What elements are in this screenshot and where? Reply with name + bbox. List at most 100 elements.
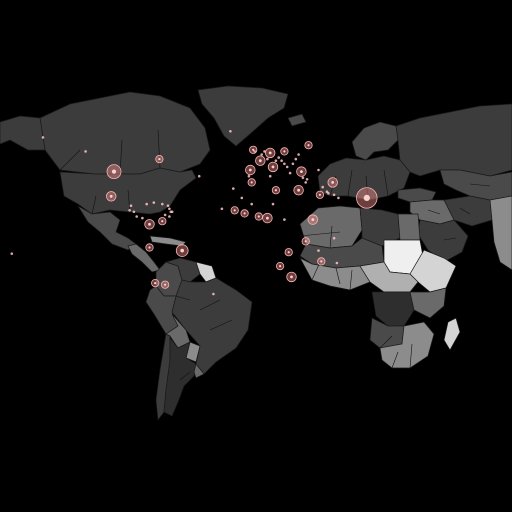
bubble-marker-28[interactable] bbox=[301, 237, 310, 246]
location-dot-32[interactable] bbox=[304, 181, 308, 184]
location-dot-39[interactable] bbox=[337, 196, 340, 200]
location-dot-13[interactable] bbox=[170, 210, 174, 214]
bubble-marker-9[interactable] bbox=[267, 161, 279, 173]
location-dot-42[interactable] bbox=[232, 187, 235, 190]
bubble-marker-3[interactable] bbox=[175, 244, 189, 257]
location-dot-41[interactable] bbox=[268, 174, 272, 178]
location-dot-7[interactable] bbox=[128, 209, 131, 212]
region-egypt[interactable] bbox=[397, 213, 421, 241]
location-dot-38[interactable] bbox=[332, 193, 336, 197]
location-dot-31[interactable] bbox=[301, 176, 305, 180]
location-dot-21[interactable] bbox=[266, 157, 269, 161]
location-dot-0[interactable] bbox=[166, 204, 170, 207]
bubble-marker-19[interactable] bbox=[286, 271, 297, 283]
location-dot-52[interactable] bbox=[283, 218, 286, 221]
bubble-marker-27[interactable] bbox=[284, 248, 293, 257]
bubble-marker-20[interactable] bbox=[307, 214, 319, 225]
location-dot-29[interactable] bbox=[294, 157, 298, 161]
bubble-marker-12[interactable] bbox=[249, 145, 258, 154]
location-dot-45[interactable] bbox=[335, 261, 339, 265]
bubble-marker-21[interactable] bbox=[356, 187, 378, 209]
bubble-marker-2[interactable] bbox=[144, 219, 155, 230]
bubble-marker-10[interactable] bbox=[245, 164, 256, 176]
location-dot-1[interactable] bbox=[168, 207, 171, 211]
bubble-marker-0[interactable] bbox=[106, 164, 122, 180]
location-dot-35[interactable] bbox=[321, 185, 325, 189]
location-dot-4[interactable] bbox=[152, 201, 156, 204]
region-south-asia[interactable] bbox=[489, 195, 512, 271]
region-scandinavia[interactable] bbox=[351, 121, 399, 161]
location-dot-18[interactable] bbox=[253, 150, 256, 153]
location-dot-37[interactable] bbox=[327, 192, 330, 195]
region-uruguay[interactable] bbox=[193, 363, 205, 379]
location-dot-48[interactable] bbox=[197, 174, 201, 178]
bubble-marker-4[interactable] bbox=[145, 243, 154, 252]
region-southern-africa[interactable] bbox=[379, 321, 435, 369]
bubble-marker-23[interactable] bbox=[155, 155, 164, 164]
bubble-marker-32[interactable] bbox=[254, 212, 263, 221]
location-dot-9[interactable] bbox=[135, 215, 138, 218]
bubble-marker-17[interactable] bbox=[293, 184, 304, 196]
location-dot-50[interactable] bbox=[250, 202, 253, 206]
bubble-marker-15[interactable] bbox=[327, 177, 338, 188]
location-dot-11[interactable] bbox=[163, 213, 167, 217]
region-canada[interactable] bbox=[39, 91, 211, 175]
region-alaska[interactable] bbox=[0, 115, 46, 151]
location-dot-28[interactable] bbox=[291, 162, 295, 166]
location-dot-47[interactable] bbox=[10, 252, 14, 255]
location-dot-3[interactable] bbox=[145, 202, 148, 206]
location-dot-17[interactable] bbox=[212, 292, 215, 296]
location-dot-44[interactable] bbox=[332, 236, 336, 240]
location-dot-40[interactable] bbox=[247, 174, 251, 178]
bubble-marker-29[interactable] bbox=[275, 261, 285, 271]
location-dot-25[interactable] bbox=[283, 162, 286, 166]
region-bolivia[interactable] bbox=[165, 313, 191, 349]
bubble-marker-30[interactable] bbox=[317, 257, 326, 266]
location-dot-6[interactable] bbox=[129, 204, 133, 207]
location-dot-26[interactable] bbox=[285, 165, 289, 169]
location-dot-49[interactable] bbox=[240, 196, 244, 200]
region-iceland[interactable] bbox=[287, 113, 307, 127]
bubble-marker-5[interactable] bbox=[161, 280, 170, 289]
location-dot-51[interactable] bbox=[271, 202, 275, 206]
bubble-marker-25[interactable] bbox=[271, 186, 280, 195]
bubble-marker-11[interactable] bbox=[265, 147, 276, 159]
bubble-marker-26[interactable] bbox=[230, 206, 239, 215]
bubble-marker-18[interactable] bbox=[262, 212, 273, 224]
bubble-marker-14[interactable] bbox=[296, 166, 307, 177]
location-dot-12[interactable] bbox=[168, 215, 171, 218]
bubble-marker-16[interactable] bbox=[315, 190, 324, 199]
region-madagascar[interactable] bbox=[443, 317, 461, 351]
bubble-marker-8[interactable] bbox=[255, 155, 266, 166]
location-dot-5[interactable] bbox=[161, 202, 164, 206]
bubble-marker-6[interactable] bbox=[151, 278, 160, 288]
region-mexico[interactable] bbox=[77, 205, 137, 251]
location-dot-33[interactable] bbox=[305, 178, 309, 181]
region-caribbean[interactable] bbox=[149, 235, 187, 247]
region-venezuela[interactable] bbox=[164, 257, 201, 283]
location-dot-30[interactable] bbox=[297, 153, 300, 156]
region-arabia[interactable] bbox=[417, 219, 469, 263]
region-east-africa[interactable] bbox=[409, 287, 447, 319]
region-greenland[interactable] bbox=[197, 85, 289, 147]
region-brazil[interactable] bbox=[171, 277, 253, 375]
location-dot-16[interactable] bbox=[229, 130, 232, 133]
location-dot-10[interactable] bbox=[141, 216, 144, 220]
location-dot-23[interactable] bbox=[277, 156, 281, 159]
location-dot-19[interactable] bbox=[260, 153, 264, 156]
location-dot-15[interactable] bbox=[41, 136, 45, 139]
location-dot-24[interactable] bbox=[280, 159, 283, 162]
bubble-marker-24[interactable] bbox=[247, 178, 256, 187]
bubble-marker-13[interactable] bbox=[280, 147, 289, 156]
bubble-marker-22[interactable] bbox=[304, 141, 313, 150]
location-dot-8[interactable] bbox=[132, 210, 136, 214]
location-dot-27[interactable] bbox=[288, 171, 292, 175]
region-drc[interactable] bbox=[371, 291, 415, 327]
location-dot-34[interactable] bbox=[317, 168, 320, 172]
location-dot-43[interactable] bbox=[220, 207, 224, 211]
location-dot-22[interactable] bbox=[274, 159, 278, 162]
region-argentina[interactable] bbox=[163, 337, 197, 417]
location-dot-14[interactable] bbox=[84, 150, 87, 153]
bubble-marker-7[interactable] bbox=[158, 217, 167, 226]
region-central-africa[interactable] bbox=[359, 261, 419, 293]
